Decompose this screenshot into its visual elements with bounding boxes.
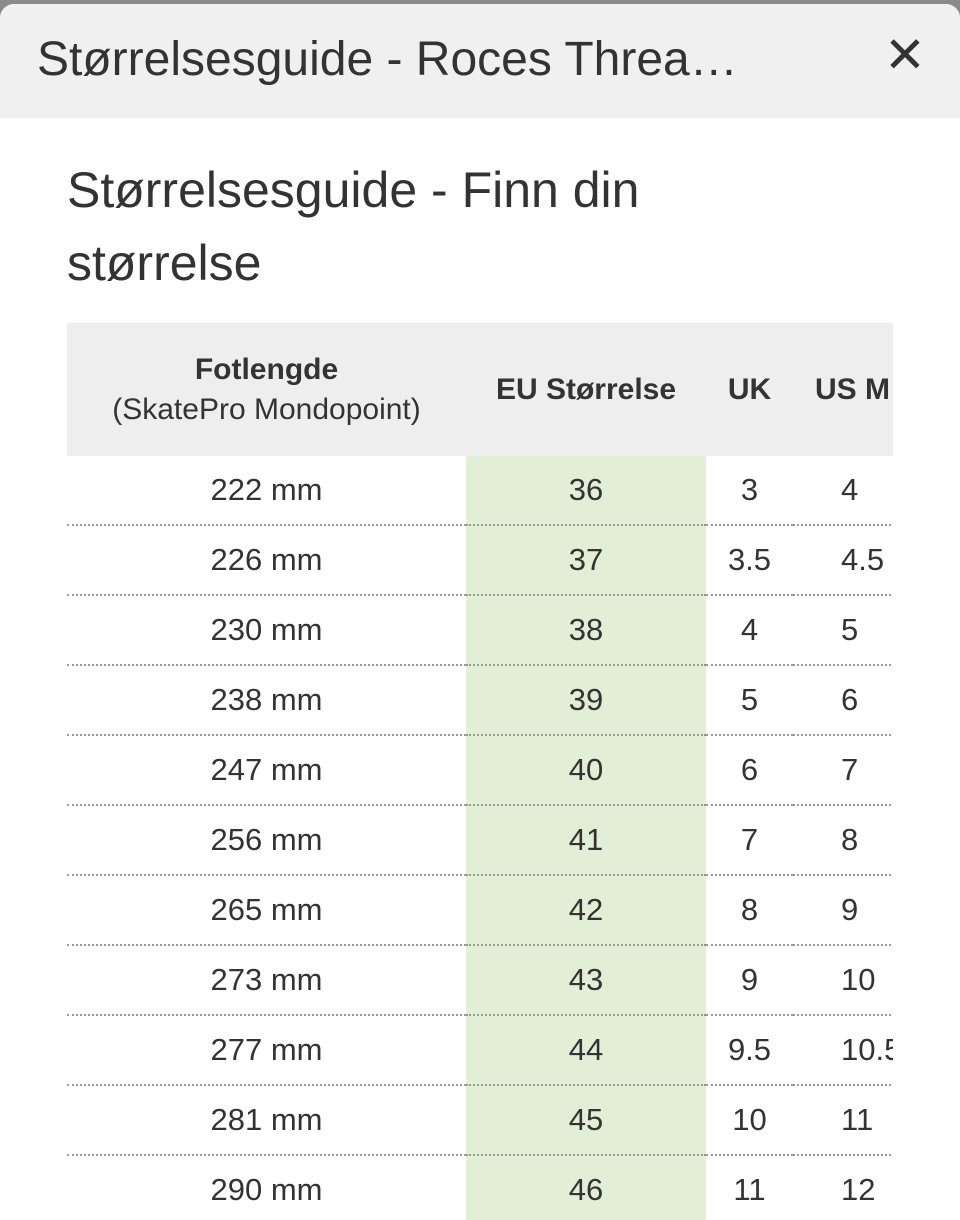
table-cell: 45 (466, 1085, 706, 1156)
table-cell: 11 (793, 1085, 893, 1156)
column-header: UK (706, 323, 793, 456)
table-cell: 44 (466, 1015, 706, 1086)
table-cell: 3.5 (706, 525, 793, 596)
table-cell: 226 mm (67, 525, 466, 596)
table-row: 277 mm 44 9.5 10.5 (67, 1015, 893, 1086)
table-cell: 222 mm (67, 456, 466, 526)
column-title: EU Størrelse (495, 372, 677, 406)
table-cell: 42 (466, 875, 706, 946)
table-row: 222 mm 36 3 4 (67, 456, 893, 526)
table-row: 238 mm 39 5 6 (67, 665, 893, 736)
table-cell: 38 (466, 595, 706, 666)
table-cell: 247 mm (67, 735, 466, 806)
table-cell: 11 (706, 1155, 793, 1220)
table-cell: 8 (793, 805, 893, 876)
table-row: 230 mm 38 4 5 (67, 595, 893, 666)
table-row: 247 mm 40 6 7 (67, 735, 893, 806)
table-cell: 281 mm (67, 1085, 466, 1156)
table-row: 290 mm 46 11 12 (67, 1155, 893, 1220)
table-cell: 10.5 (793, 1015, 893, 1086)
column-title: Fotlengde (194, 352, 339, 386)
table-cell: 46 (466, 1155, 706, 1220)
table-cell: 265 mm (67, 875, 466, 946)
column-subtitle: (SkatePro Mondopoint) (112, 392, 421, 426)
table-cell: 37 (466, 525, 706, 596)
table-row: 265 mm 42 8 9 (67, 875, 893, 946)
size-guide-modal: Størrelsesguide - Roces Threa… ✕ Størrel… (0, 4, 960, 1220)
table-cell: 10 (793, 945, 893, 1016)
table-cell: 3 (706, 456, 793, 526)
table-cell: 4 (793, 456, 893, 526)
header-row: Fotlengde (SkatePro Mondopoint) EU Størrel… (67, 323, 893, 456)
close-button[interactable]: ✕ (884, 27, 926, 83)
table-cell: 230 mm (67, 595, 466, 666)
table-cell: 5 (706, 665, 793, 736)
table-cell: 41 (466, 805, 706, 876)
column-title: US M (815, 372, 890, 406)
column-header: US M (793, 323, 893, 456)
table-cell: 277 mm (67, 1015, 466, 1086)
table-cell: 39 (466, 665, 706, 736)
table-cell: 12 (793, 1155, 893, 1220)
table-cell: 9.5 (706, 1015, 793, 1086)
column-header: Fotlengde (SkatePro Mondopoint) (67, 323, 466, 456)
table-cell: 290 mm (67, 1155, 466, 1220)
table-row: 256 mm 41 7 8 (67, 805, 893, 876)
table-cell: 9 (793, 875, 893, 946)
column-title: UK (727, 372, 772, 406)
table-cell: 9 (706, 945, 793, 1016)
table-container: Fotlengde (SkatePro Mondopoint) EU Størrel… (67, 323, 893, 1220)
table-row: 281 mm 45 10 11 (67, 1085, 893, 1156)
table-cell: 40 (466, 735, 706, 806)
table-cell: 256 mm (67, 805, 466, 876)
table-cell: 7 (706, 805, 793, 876)
table-cell: 6 (706, 735, 793, 806)
column-header: EU Størrelse (466, 323, 706, 456)
table-row: 226 mm 37 3.5 4.5 (67, 525, 893, 596)
table-cell: 8 (706, 875, 793, 946)
table-cell: 10 (706, 1085, 793, 1156)
table-cell: 4.5 (793, 525, 893, 596)
table-cell: 238 mm (67, 665, 466, 736)
table-body: 222 mm 36 3 4 226 mm 37 3.5 4.5 230 mm 38 4 5 238 mm… (67, 456, 893, 1220)
heading: Størrelsesguide - Finn din størrelse (67, 162, 640, 291)
table-row: 273 mm 43 9 10 (67, 945, 893, 1016)
table-cell: 7 (793, 735, 893, 806)
table-cell: 4 (706, 595, 793, 666)
table-cell: 36 (466, 456, 706, 526)
table-cell: 273 mm (67, 945, 466, 1016)
table-cell: 5 (793, 595, 893, 666)
modal-header: Størrelsesguide - Roces Threa… ✕ (0, 4, 960, 118)
table-cell: 43 (466, 945, 706, 1016)
size-table: Fotlengde (SkatePro Mondopoint) EU Størrel… (67, 323, 893, 1220)
table-cell: 6 (793, 665, 893, 736)
modal-title: Størrelsesguide - Roces Threa… (37, 33, 738, 86)
